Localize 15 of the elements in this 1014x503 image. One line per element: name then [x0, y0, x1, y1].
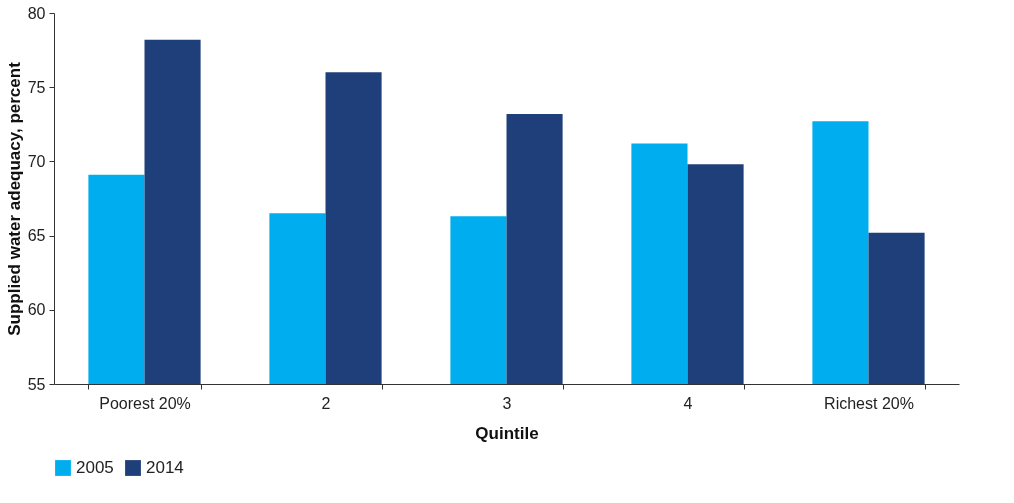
y-tick-label: 60	[27, 301, 46, 319]
x-axis-title: Quintile	[475, 423, 539, 443]
x-tick-label: Richest 20%	[824, 394, 914, 412]
y-tick-label: 55	[27, 375, 46, 393]
y-axis-title: Supplied water adequacy, percent	[4, 61, 24, 336]
x-tick-label: Poorest 20%	[99, 394, 191, 412]
x-tick-label: 4	[683, 394, 693, 412]
x-tick-label: 2	[321, 394, 331, 412]
x-tick-label: 3	[502, 394, 512, 412]
y-tick-label: 80	[27, 4, 46, 22]
y-tick-label: 75	[27, 78, 46, 96]
legend-label: 2014	[146, 458, 184, 477]
y-tick-label: 70	[27, 152, 46, 170]
legend-label: 2005	[76, 458, 114, 477]
y-tick-label: 65	[27, 227, 46, 245]
